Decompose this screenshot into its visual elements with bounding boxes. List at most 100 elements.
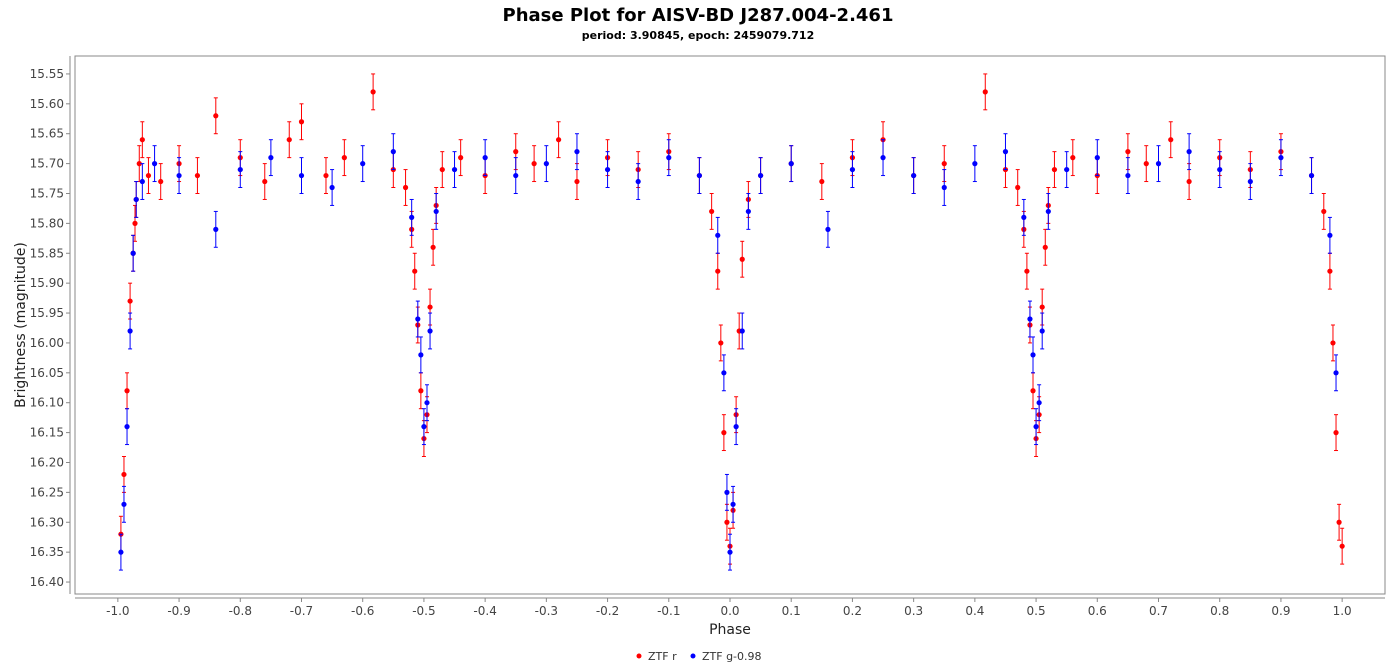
data-point <box>1021 214 1027 220</box>
data-point <box>1039 304 1045 310</box>
data-point <box>418 352 424 358</box>
y-tick-label: 16.20 <box>30 455 64 469</box>
data-point <box>788 161 794 167</box>
data-point <box>1024 268 1030 274</box>
data-point <box>718 340 724 346</box>
data-point <box>1333 370 1339 376</box>
series-ztf-g <box>118 133 1339 571</box>
y-tick-label: 15.90 <box>30 276 64 290</box>
data-point <box>268 155 274 161</box>
y-axis-label: Brightness (magnitude) <box>13 242 29 408</box>
y-tick-label: 15.95 <box>30 306 64 320</box>
x-tick-label: -0.1 <box>657 604 680 618</box>
y-tick-label: 15.65 <box>30 127 64 141</box>
x-tick-label: -0.6 <box>351 604 374 618</box>
chart-title: Phase Plot for AISV-BD J287.004-2.461 <box>503 5 894 26</box>
data-point <box>329 184 335 191</box>
data-point <box>709 208 715 215</box>
data-point <box>1333 430 1339 436</box>
data-point <box>1168 137 1174 143</box>
data-point <box>262 178 268 185</box>
data-point <box>1015 184 1021 191</box>
x-tick-label: 0.2 <box>843 604 862 618</box>
x-tick-label: 0.4 <box>965 604 984 618</box>
data-point <box>370 89 376 95</box>
y-tick-label: 15.85 <box>30 246 64 260</box>
data-point <box>133 196 139 203</box>
y-tick-label: 15.70 <box>30 157 64 171</box>
data-point <box>730 501 736 507</box>
data-point <box>1155 161 1162 167</box>
data-point <box>555 137 562 143</box>
data-point <box>1064 166 1070 173</box>
data-point <box>118 549 124 555</box>
data-point <box>213 113 219 119</box>
data-point <box>604 166 611 173</box>
data-point <box>139 178 145 185</box>
data-point <box>427 304 433 310</box>
x-tick-label: 1.0 <box>1333 604 1352 618</box>
x-tick-label: -0.7 <box>290 604 313 618</box>
x-axis-label: Phase <box>709 622 751 638</box>
data-point <box>439 166 445 173</box>
data-point <box>158 178 164 185</box>
data-point <box>1321 208 1327 215</box>
data-point <box>482 155 488 161</box>
data-point <box>130 250 136 256</box>
x-tick-label: 0.7 <box>1149 604 1168 618</box>
data-point <box>409 214 415 220</box>
data-point <box>323 172 329 179</box>
data-point <box>213 226 219 232</box>
data-point <box>427 328 433 334</box>
x-tick-label: -0.5 <box>412 604 435 618</box>
plot-area <box>74 55 1386 595</box>
data-point <box>1030 352 1036 358</box>
x-tick-label: -1.0 <box>106 604 129 618</box>
y-tick-label: 15.75 <box>30 186 64 200</box>
data-point <box>1247 178 1253 185</box>
data-point <box>1042 244 1048 250</box>
data-point <box>1051 166 1058 173</box>
data-point <box>1027 316 1033 322</box>
data-point <box>941 161 947 167</box>
data-point <box>574 178 580 185</box>
data-point <box>513 149 519 155</box>
data-point <box>1125 149 1131 155</box>
data-point <box>739 328 745 334</box>
y-tick-label: 16.35 <box>30 545 64 559</box>
data-point <box>1036 400 1042 406</box>
data-point <box>972 161 978 167</box>
x-tick-label: 0.1 <box>782 604 801 618</box>
data-point <box>1327 232 1333 238</box>
data-point <box>1045 208 1051 215</box>
legend-label-ztf-g: ZTF g-0.98 <box>702 650 762 663</box>
data-point <box>745 208 751 215</box>
chart-subtitle: period: 3.90845, epoch: 2459079.712 <box>582 29 815 42</box>
data-point <box>360 161 366 167</box>
data-point <box>136 161 142 167</box>
legend-marker-ztf-r <box>636 653 642 659</box>
data-point <box>1002 149 1009 155</box>
data-point <box>1070 155 1076 161</box>
data-point <box>121 471 127 478</box>
x-tick-label: 0.5 <box>1027 604 1046 618</box>
data-point <box>298 172 305 179</box>
x-tick-label: -0.2 <box>596 604 619 618</box>
data-point <box>424 400 430 406</box>
data-point <box>724 489 730 495</box>
data-point <box>513 172 519 179</box>
data-point <box>724 519 730 525</box>
data-point <box>402 184 409 191</box>
data-point <box>132 220 138 226</box>
data-point <box>418 388 424 394</box>
data-point <box>151 161 158 167</box>
data-point <box>574 149 580 155</box>
data-point <box>1094 155 1100 161</box>
data-point <box>458 155 464 161</box>
data-series <box>118 73 1345 571</box>
data-point <box>145 172 152 179</box>
x-tick-label: -0.9 <box>167 604 190 618</box>
data-point <box>124 424 130 430</box>
y-tick-label: 16.30 <box>30 515 64 529</box>
data-point <box>1339 543 1345 549</box>
